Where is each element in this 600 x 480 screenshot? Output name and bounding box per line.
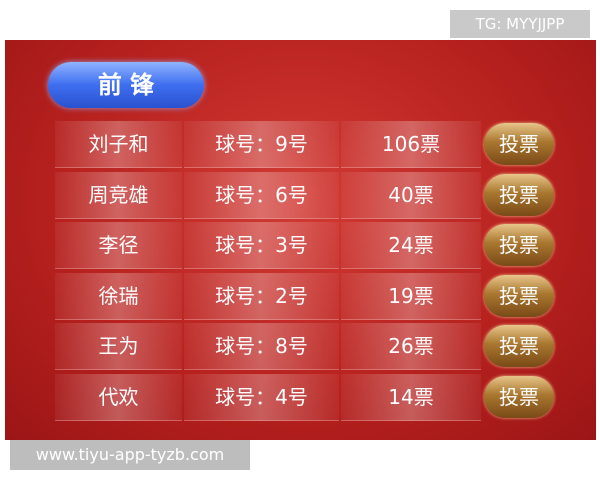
player-number: 球号：8号: [184, 323, 339, 371]
player-row: 周竞雄 球号：6号 40票 投票: [55, 171, 558, 219]
player-number: 球号：2号: [184, 272, 339, 320]
player-name: 王为: [55, 323, 182, 371]
vote-count: 14票: [341, 374, 481, 421]
player-row: 王为 球号：8号 26票 投票: [55, 323, 558, 371]
vote-button[interactable]: 投票: [484, 224, 554, 267]
watermark: www.tiyu-app-tyzb.com: [10, 440, 250, 470]
vote-button[interactable]: 投票: [484, 274, 554, 317]
vote-button[interactable]: 投票: [484, 173, 554, 216]
vote-panel: 前 锋 刘子和 球号：9号 106票 投票 周竞雄 球号：6号 40票 投票 李径 球号：3号 24…: [5, 40, 596, 440]
player-name: 刘子和: [55, 121, 182, 168]
vote-count: 40票: [341, 171, 481, 219]
player-number: 球号：4号: [184, 374, 339, 421]
vote-button[interactable]: 投票: [484, 123, 554, 165]
watermark: TG: MYYJJPP: [450, 10, 590, 38]
vote-count: 26票: [341, 323, 481, 371]
vote-count: 19票: [341, 272, 481, 320]
position-header: 前 锋: [48, 62, 204, 108]
player-name: 徐瑞: [55, 272, 182, 320]
vote-button[interactable]: 投票: [484, 325, 554, 368]
player-number: 球号：9号: [184, 121, 339, 168]
player-row: 李径 球号：3号 24票 投票: [55, 222, 558, 270]
player-number: 球号：3号: [184, 222, 339, 270]
player-name: 李径: [55, 222, 182, 270]
player-name: 周竞雄: [55, 171, 182, 219]
player-row: 刘子和 球号：9号 106票 投票: [55, 121, 558, 168]
vote-button[interactable]: 投票: [484, 376, 554, 418]
vote-count: 106票: [341, 121, 481, 168]
player-name: 代欢: [55, 374, 182, 421]
player-row: 代欢 球号：4号 14票 投票: [55, 374, 558, 421]
player-row: 徐瑞 球号：2号 19票 投票: [55, 272, 558, 320]
player-number: 球号：6号: [184, 171, 339, 219]
vote-count: 24票: [341, 222, 481, 270]
